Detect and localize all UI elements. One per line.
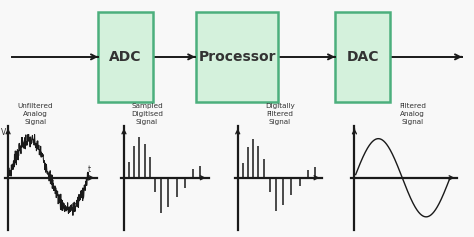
Text: Sampled
Digitised
Signal: Sampled Digitised Signal xyxy=(131,103,163,125)
Text: Unfiltered
Analog
Signal: Unfiltered Analog Signal xyxy=(18,103,54,125)
FancyBboxPatch shape xyxy=(99,12,153,102)
Text: Digitally
Filtered
Signal: Digitally Filtered Signal xyxy=(265,103,294,125)
Text: Processor: Processor xyxy=(198,50,276,64)
Text: ADC: ADC xyxy=(109,50,142,64)
Text: V: V xyxy=(1,128,6,137)
FancyBboxPatch shape xyxy=(195,12,278,102)
Text: DAC: DAC xyxy=(346,50,379,64)
FancyBboxPatch shape xyxy=(336,12,390,102)
Text: Filtered
Analog
Signal: Filtered Analog Signal xyxy=(399,103,426,125)
Text: t: t xyxy=(87,164,91,173)
